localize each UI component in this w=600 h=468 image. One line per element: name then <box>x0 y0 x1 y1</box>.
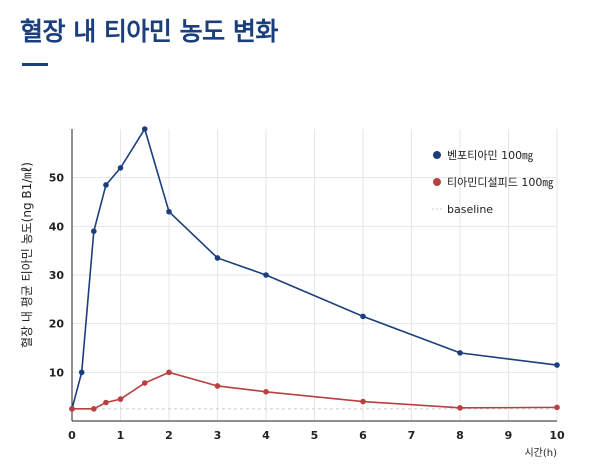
series-1-point <box>263 272 269 278</box>
x-tick-label: 4 <box>262 429 270 442</box>
legend-marker-2 <box>433 178 441 186</box>
legend-label-1: 벤포티아민 100㎎ <box>447 149 533 162</box>
x-tick-label: 9 <box>505 429 513 442</box>
series-1-point <box>78 369 85 376</box>
series-2-point <box>457 405 463 411</box>
series-1-point <box>141 126 148 132</box>
y-axis-label: 혈장 내 평균 티아민 농도(ng B1/㎖) <box>20 162 34 348</box>
series-line-1 <box>71 127 558 410</box>
series-2-point <box>91 406 97 412</box>
y-tick-label: 20 <box>49 318 65 331</box>
series-2-point <box>166 369 172 376</box>
series-2-point <box>117 396 124 402</box>
x-tick-label: 1 <box>117 429 125 442</box>
series-1-point <box>117 165 124 171</box>
series-2-point <box>263 389 269 395</box>
series-1-point <box>166 208 172 215</box>
y-tick-label: 30 <box>49 269 65 282</box>
series-1-point <box>214 255 221 261</box>
y-tick-label: 40 <box>49 220 65 233</box>
page-title: 혈장 내 티아민 농도 변화 <box>20 17 278 46</box>
series-1-point <box>360 313 366 320</box>
series-1-point <box>91 228 97 234</box>
x-tick-label: 10 <box>549 429 565 442</box>
title-underline <box>22 63 48 66</box>
x-axis-label: 시간(h) <box>524 447 557 459</box>
x-tick-label: 7 <box>408 429 416 442</box>
series-1-point <box>457 350 463 356</box>
series-2-point <box>69 406 75 412</box>
series-2-point <box>103 399 109 406</box>
series-1-point <box>103 182 109 188</box>
y-tick-label: 50 <box>49 172 65 185</box>
series-1-point <box>554 362 560 368</box>
series-2-point <box>214 383 221 389</box>
series-2-point <box>141 380 148 386</box>
x-tick-label: 0 <box>68 429 76 442</box>
x-tick-label: 6 <box>359 429 367 442</box>
legend-label-2: 티아민디설피드 100㎎ <box>447 176 553 189</box>
legend-label-baseline: baseline <box>447 203 493 216</box>
x-tick-label: 5 <box>311 429 319 442</box>
x-tick-label: 2 <box>165 429 173 442</box>
legend-marker-1 <box>433 151 441 159</box>
y-tick-label: 10 <box>49 366 65 379</box>
series-2-point <box>554 404 560 411</box>
series-2-point <box>360 398 366 405</box>
x-tick-label: 8 <box>456 429 464 442</box>
x-tick-label: 3 <box>214 429 222 442</box>
